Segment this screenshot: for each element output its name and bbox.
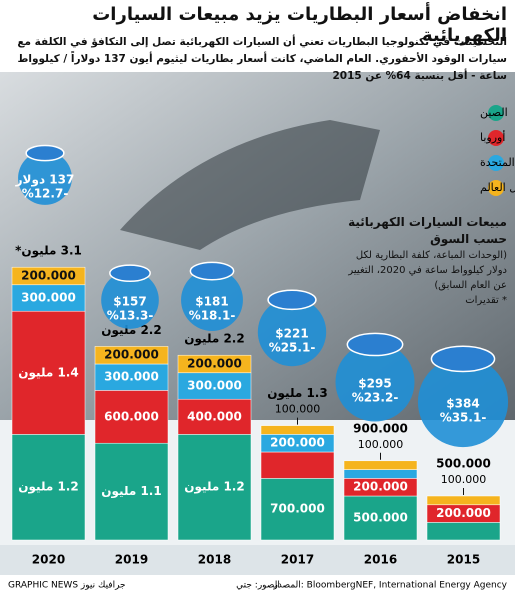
bar-segment bbox=[343, 460, 418, 470]
total-label: 1.3 مليون bbox=[267, 386, 327, 401]
cost-bubble bbox=[417, 356, 509, 448]
legend-swatch bbox=[488, 105, 504, 121]
total-label: 500.000 bbox=[436, 457, 491, 471]
change-label: %12.7- bbox=[22, 187, 69, 201]
bar-segment bbox=[177, 398, 252, 435]
legend-label: أوروبا bbox=[480, 130, 505, 144]
value-label: 200.000 bbox=[21, 269, 76, 283]
value-label: 100.000 bbox=[358, 438, 404, 451]
bar-segment bbox=[11, 284, 86, 312]
cost-label: $221 bbox=[275, 327, 308, 341]
value-label: 1.4 مليون bbox=[18, 365, 78, 380]
bar-segment bbox=[94, 442, 169, 541]
value-label: 200.000 bbox=[270, 436, 325, 450]
value-label: 100.000 bbox=[441, 473, 487, 486]
change-label: %25.1- bbox=[269, 341, 316, 355]
value-label: 400.000 bbox=[187, 409, 242, 423]
total-label: 2.2 مليون bbox=[101, 323, 161, 338]
legend-swatch bbox=[488, 130, 504, 146]
x-tick-label: 2018 bbox=[198, 553, 231, 567]
cost-label: $384 bbox=[446, 397, 479, 411]
value-label: 500.000 bbox=[353, 511, 408, 525]
estimate-note: * تقديرات bbox=[465, 295, 507, 306]
value-label: 700.000 bbox=[270, 502, 325, 516]
bar-segment bbox=[343, 469, 418, 479]
title: انخفاض أسعار البطاريات يزيد مبيعات السيا… bbox=[92, 4, 507, 46]
x-tick-label: 2016 bbox=[364, 553, 397, 567]
cost-bubble bbox=[181, 269, 243, 331]
cost-label: $181 bbox=[195, 295, 228, 309]
bar-segment bbox=[11, 434, 86, 541]
publisher: GRAPHIC NEWS جرافيك نيوز bbox=[8, 581, 126, 591]
bar-segment bbox=[343, 495, 418, 541]
bar-segment bbox=[177, 372, 252, 400]
value-label: 200.000 bbox=[187, 357, 242, 371]
chart-note: (الوحدات المباعة، كلفة البطارية لكل دولا… bbox=[348, 250, 507, 291]
photo-credit: الصور: جتي bbox=[236, 581, 280, 591]
value-label: 100.000 bbox=[275, 403, 321, 416]
bar-segment bbox=[426, 495, 501, 506]
car-icon bbox=[109, 264, 151, 283]
bar-segment bbox=[177, 354, 252, 374]
legend-label: الصين bbox=[480, 106, 508, 119]
cost-bubble bbox=[257, 297, 327, 367]
total-label: 900.000 bbox=[353, 421, 408, 435]
cost-label: $157 bbox=[113, 295, 146, 309]
bar-segment bbox=[260, 451, 335, 479]
cost-bubble bbox=[101, 271, 159, 329]
background-photo bbox=[0, 70, 515, 420]
change-label: %18.1- bbox=[189, 309, 236, 323]
legend-swatch bbox=[488, 180, 504, 196]
side-notes: مبيعات السيارات الكهربائية حسب السوق (ال… bbox=[337, 214, 507, 308]
change-label: %35.1- bbox=[440, 411, 487, 425]
value-label: 200.000 bbox=[353, 480, 408, 494]
value-label: 300.000 bbox=[187, 379, 242, 393]
total-label: 3.1 مليون* bbox=[15, 244, 82, 259]
bar-segment bbox=[11, 310, 86, 435]
cost-bubble bbox=[18, 151, 72, 205]
total-label: 2.2 مليون bbox=[184, 332, 244, 347]
car-icon bbox=[430, 345, 496, 373]
value-label: 1.2 مليون bbox=[18, 480, 78, 495]
car-icon bbox=[189, 261, 235, 281]
cost-bubble bbox=[335, 342, 415, 422]
car-icon bbox=[346, 332, 404, 357]
bar-segment bbox=[260, 425, 335, 435]
x-tick-label: 2015 bbox=[447, 553, 480, 567]
bar-segment bbox=[94, 363, 169, 391]
footer-bg bbox=[0, 575, 515, 595]
year-strip bbox=[0, 545, 515, 575]
car-icon bbox=[25, 144, 65, 162]
x-tick-label: 2020 bbox=[32, 553, 65, 567]
value-label: 300.000 bbox=[104, 370, 159, 384]
bar-segment bbox=[94, 346, 169, 365]
chart-heading: مبيعات السيارات الكهربائية حسب السوق bbox=[348, 215, 507, 246]
change-label: %13.3- bbox=[107, 309, 154, 323]
cost-label: 137 دولار bbox=[15, 173, 75, 188]
bar-segment bbox=[11, 266, 86, 286]
value-label: 1.1 مليون bbox=[101, 484, 161, 499]
x-tick-label: 2017 bbox=[281, 553, 314, 567]
value-label: 200.000 bbox=[436, 506, 491, 520]
legend-label: الولايات المتحدة bbox=[480, 156, 515, 169]
value-label: 200.000 bbox=[104, 348, 159, 362]
value-label: 300.000 bbox=[21, 291, 76, 305]
value-label: 600.000 bbox=[104, 409, 159, 423]
cost-label: $295 bbox=[358, 377, 391, 391]
value-label: 1.2 مليون bbox=[184, 480, 244, 495]
subtitle: التحسينات في تكنولوجيا البطاريات تعني أن… bbox=[17, 36, 507, 82]
change-label: %23.2- bbox=[352, 391, 399, 405]
header-bg bbox=[0, 0, 515, 72]
bar-segment bbox=[94, 390, 169, 444]
charger-shape bbox=[120, 120, 380, 250]
car-icon bbox=[267, 289, 317, 311]
bar-segment bbox=[426, 522, 501, 541]
legend-label: باقي دول العالم bbox=[480, 181, 515, 194]
source: المصدر: BloombergNEF, International Ener… bbox=[272, 581, 507, 591]
legend-swatch bbox=[488, 155, 504, 171]
x-tick-label: 2019 bbox=[115, 553, 148, 567]
